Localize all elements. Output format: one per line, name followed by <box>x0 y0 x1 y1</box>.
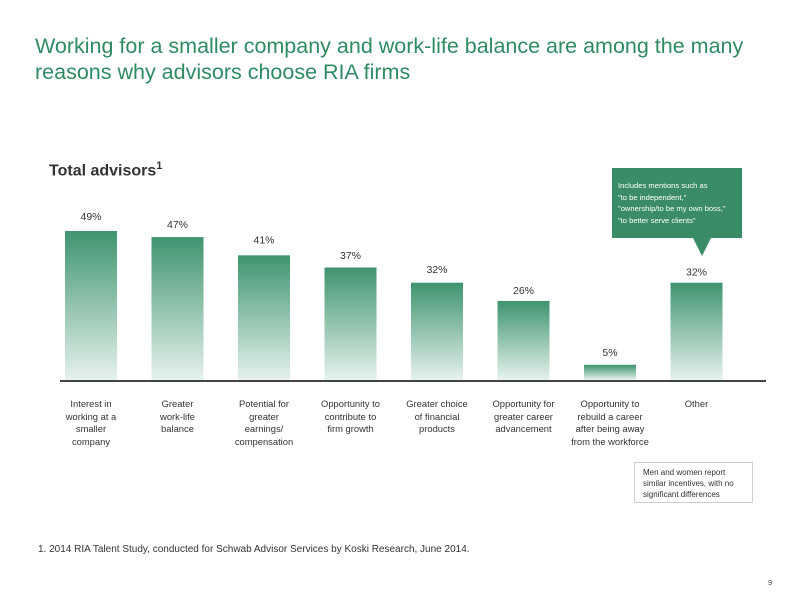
category-label: Potential for greater earnings/ compensa… <box>234 398 294 447</box>
chart-title: Total advisors1 <box>49 160 162 180</box>
callout-pointer <box>693 238 711 256</box>
category-label: Other <box>684 398 709 409</box>
data-label: 32% <box>686 267 707 279</box>
category-label: Greater choice of financial products <box>406 398 468 435</box>
chart-title-footnote-marker: 1 <box>156 160 163 172</box>
bar <box>497 300 550 380</box>
footnote: 1. 2014 RIA Talent Study, conducted for … <box>38 544 470 555</box>
category-label: Interest in working at a smaller company <box>65 398 117 447</box>
callout-box: Includes mentions such as "to be indepen… <box>612 168 742 238</box>
bar <box>411 282 463 380</box>
category-label: Opportunity to rebuild a career after be… <box>571 398 649 447</box>
bar <box>238 255 290 380</box>
chart-title-text: Total advisors <box>49 162 157 180</box>
note-box: Men and women report similar incentives,… <box>634 462 753 503</box>
data-label: 32% <box>426 264 447 276</box>
bar <box>65 231 117 380</box>
callout-text: Includes mentions such as "to be indepen… <box>618 181 726 225</box>
bar <box>151 237 204 380</box>
bar <box>584 364 636 380</box>
slide-title: Working for a smaller company and work-l… <box>35 34 744 84</box>
page-number: 9 <box>768 578 773 587</box>
data-label: 26% <box>513 285 534 297</box>
bar <box>324 267 377 380</box>
category-label: Greater work-life balance <box>160 398 195 435</box>
bar <box>670 282 723 380</box>
data-label: 49% <box>80 211 101 223</box>
data-label: 41% <box>253 234 274 246</box>
category-label: Opportunity for greater career advanceme… <box>492 398 555 435</box>
data-label: 5% <box>602 347 617 359</box>
data-label: 37% <box>340 250 361 262</box>
data-label: 47% <box>167 219 188 231</box>
category-label: Opportunity to contribute to firm growth <box>321 398 380 435</box>
